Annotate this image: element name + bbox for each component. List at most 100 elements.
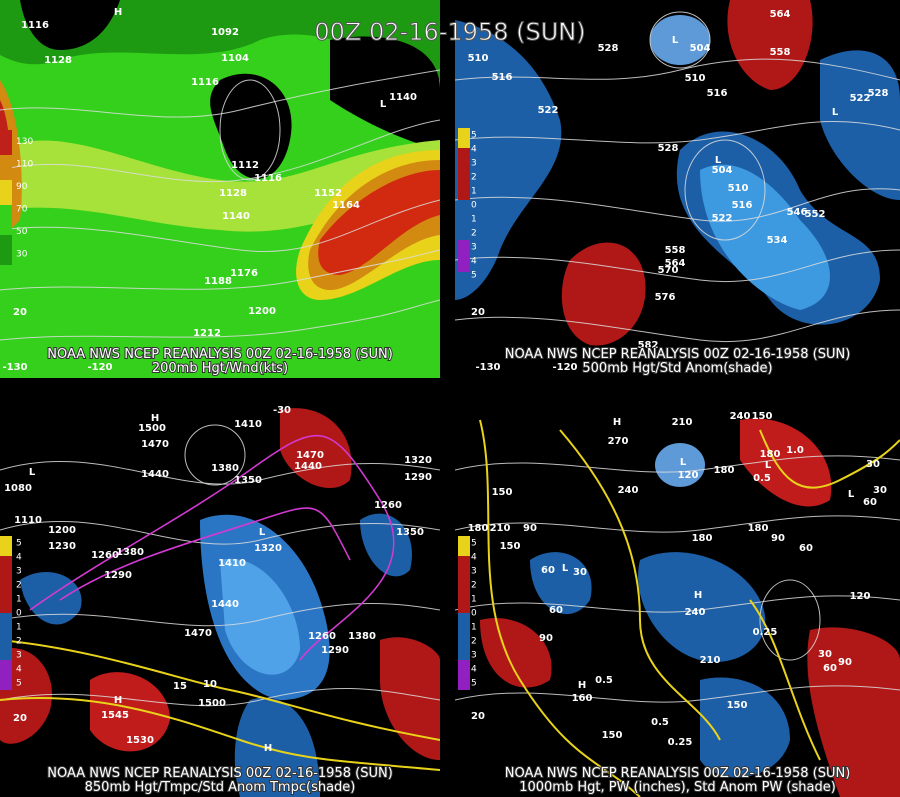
contour-label: 1140 <box>222 211 250 222</box>
contour-label: 1140 <box>389 92 417 103</box>
contour-label: 180 <box>468 523 489 534</box>
legend-label: 110 <box>16 159 33 169</box>
contour-label: H <box>264 743 272 754</box>
contour-label: 90 <box>771 533 785 544</box>
contour-label: 120 <box>850 591 871 602</box>
contour-label: L <box>259 527 266 538</box>
contour-label: 10 <box>203 679 217 690</box>
contour-label: 210 <box>700 655 721 666</box>
contour-label: 1152 <box>314 188 342 199</box>
legend-label: 5 <box>16 679 22 689</box>
contour-label: 1188 <box>204 276 232 287</box>
contour-label: H <box>151 413 159 424</box>
contour-label: 1290 <box>104 570 132 581</box>
contour-label: L <box>715 155 722 166</box>
contour-label: 546 <box>787 207 808 218</box>
contour-label: 1116 <box>254 173 282 184</box>
contour-label: 1.0 <box>786 445 804 456</box>
legend-label: 5 <box>471 539 477 549</box>
legend-label: 4 <box>16 665 22 675</box>
contour-label: 60 <box>863 497 877 508</box>
contour-label: 0.5 <box>753 473 771 484</box>
contour-label: 0.25 <box>668 737 693 748</box>
legend-label: 4 <box>471 665 477 675</box>
contour-label: 1410 <box>234 419 262 430</box>
contour-label: 30 <box>873 485 887 496</box>
contour-label: 1320 <box>404 455 432 466</box>
contour-label: 15 <box>173 681 187 692</box>
legend-label: 2 <box>471 173 477 183</box>
legend-label: 1 <box>16 623 22 633</box>
legend-label: 3 <box>16 651 22 661</box>
contour-label: 1290 <box>321 645 349 656</box>
contour-label: L <box>832 107 839 118</box>
contour-label: H <box>114 695 122 706</box>
contour-label: 1470 <box>141 439 169 450</box>
contour-label: 516 <box>707 88 728 99</box>
contour-label: 1410 <box>218 558 246 569</box>
contour-label: 510 <box>468 53 489 64</box>
contour-label: -130 <box>475 362 500 373</box>
contour-label: 1500 <box>138 423 166 434</box>
legend-label: 3 <box>471 159 477 169</box>
contour-label: 150 <box>727 700 748 711</box>
contour-label: 522 <box>850 93 871 104</box>
contour-label: 20 <box>13 713 27 724</box>
contour-label: 30 <box>818 649 832 660</box>
contour-label: 160 <box>572 693 593 704</box>
contour-label: 570 <box>658 265 679 276</box>
contour-label: 1380 <box>348 631 376 642</box>
legend-label: 4 <box>471 553 477 563</box>
legend-label: 3 <box>16 567 22 577</box>
contour-label: 582 <box>638 340 659 351</box>
contour-label: 1200 <box>48 525 76 536</box>
contour-label: 1110 <box>14 515 42 526</box>
contour-label: 0.5 <box>651 717 669 728</box>
contour-label: 240 <box>685 607 706 618</box>
legend-label: 5 <box>471 271 477 281</box>
contour-label: 90 <box>523 523 537 534</box>
legend-label: 1 <box>471 187 477 197</box>
contour-label: 180 <box>748 523 769 534</box>
legend-label: 2 <box>471 637 477 647</box>
panel-caption: 500mb Hgt/Std Anom(shade) <box>582 361 772 376</box>
contour-label: 60 <box>549 605 563 616</box>
contour-label: 1500 <box>198 698 226 709</box>
contour-label: 120 <box>678 470 699 481</box>
legend-label: 130 <box>16 137 33 147</box>
contour-label: 1260 <box>91 550 119 561</box>
contour-label: 1470 <box>184 628 212 639</box>
source-caption: NOAA NWS NCEP REANALYSIS 00Z 02-16-1958 … <box>47 347 393 362</box>
contour-label: 20 <box>471 307 485 318</box>
legend-label: 2 <box>16 637 22 647</box>
contour-label: -130 <box>2 362 27 373</box>
panel-caption: 850mb Hgt/Tmpc/Std Anom Tmpc(shade) <box>85 780 356 795</box>
contour-label: 210 <box>672 417 693 428</box>
contour-label: 1530 <box>126 735 154 746</box>
contour-label: 528 <box>658 143 679 154</box>
contour-label: 576 <box>655 292 676 303</box>
panel-500mb <box>455 0 900 378</box>
contour-label: -30 <box>273 405 291 416</box>
contour-label: 210 <box>490 523 511 534</box>
contour-label: 1104 <box>221 53 249 64</box>
legend-label: 4 <box>471 145 477 155</box>
legend-label: 30 <box>16 249 28 259</box>
contour-label: 528 <box>598 43 619 54</box>
contour-label: H <box>694 590 702 601</box>
contour-label: 1164 <box>332 200 360 211</box>
contour-label: 270 <box>608 436 629 447</box>
contour-label: 30 <box>866 459 880 470</box>
contour-label: 1176 <box>230 268 258 279</box>
legend-label: 90 <box>16 182 28 192</box>
contour-label: 528 <box>868 88 889 99</box>
contour-label: 90 <box>838 657 852 668</box>
contour-label: 1380 <box>116 547 144 558</box>
contour-label: H <box>578 680 586 691</box>
contour-label: 510 <box>685 73 706 84</box>
contour-label: 504 <box>712 165 733 176</box>
contour-label: 0.5 <box>595 675 613 686</box>
legend-label: 4 <box>471 257 477 267</box>
legend-label: 0 <box>471 201 477 211</box>
contour-label: 150 <box>752 411 773 422</box>
